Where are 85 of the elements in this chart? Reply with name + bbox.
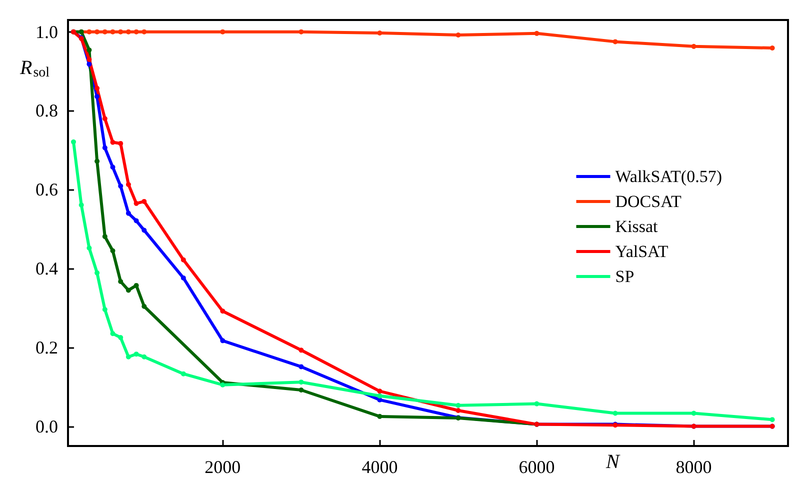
point [534, 401, 540, 406]
point [298, 348, 304, 353]
point [86, 29, 92, 34]
x-tick-label: 6000 [518, 457, 555, 477]
point [456, 402, 461, 408]
point [220, 308, 226, 314]
y-tick-label: 0.8 [36, 100, 58, 121]
point [142, 228, 147, 233]
point [126, 182, 131, 187]
point [142, 304, 147, 309]
y-tick-label: 0.4 [36, 258, 58, 278]
legend-label: SP [615, 267, 634, 286]
point [118, 279, 124, 284]
point [134, 200, 139, 206]
point [94, 94, 100, 100]
point [78, 202, 84, 208]
point [180, 371, 186, 376]
legend-label: YalSAT [615, 242, 669, 261]
point [94, 270, 100, 276]
point [770, 46, 775, 51]
point [94, 29, 100, 34]
point [298, 364, 304, 370]
point [126, 210, 131, 216]
point [220, 382, 226, 388]
point [126, 354, 131, 360]
point [102, 145, 108, 150]
x-tick-label: 8000 [676, 457, 712, 477]
y-tick-label: 0.0 [36, 416, 58, 436]
y-tick-label: 0.6 [36, 180, 58, 200]
point [110, 140, 116, 145]
point [298, 380, 304, 385]
point [118, 335, 124, 340]
point [71, 139, 76, 144]
point [612, 410, 618, 416]
point [102, 116, 108, 122]
point [456, 32, 461, 38]
point [134, 29, 139, 34]
point [180, 257, 186, 262]
point [110, 164, 116, 170]
point [118, 184, 124, 189]
point [220, 29, 226, 34]
point [118, 29, 124, 34]
legend-label: Kissat [615, 217, 658, 236]
legend-label: WalkSAT(0.57) [615, 167, 722, 186]
point [134, 282, 139, 288]
point [298, 29, 304, 34]
point [126, 288, 131, 293]
point [142, 198, 147, 204]
point [298, 387, 304, 392]
legend-label: DOCSAT [615, 192, 682, 211]
point [377, 388, 382, 394]
point [94, 158, 100, 164]
point [770, 417, 775, 422]
x-tick-label: 4000 [362, 457, 398, 477]
point [110, 331, 116, 336]
point [377, 30, 382, 36]
point [102, 234, 108, 240]
point [691, 410, 696, 416]
point [612, 39, 618, 44]
point [134, 218, 139, 224]
point [86, 62, 92, 67]
y-tick-label: 1.0 [36, 22, 58, 42]
point [102, 307, 108, 312]
point [142, 354, 147, 360]
point [86, 245, 92, 250]
point [86, 47, 92, 52]
point [456, 408, 461, 413]
point [377, 393, 382, 398]
point [534, 30, 540, 36]
point [691, 44, 696, 49]
y-tick-label: 0.2 [36, 337, 58, 358]
point [94, 86, 100, 91]
x-axis-title: N [605, 451, 621, 473]
point [180, 275, 186, 280]
point [377, 414, 382, 419]
point [86, 56, 92, 62]
point [118, 140, 124, 146]
point [142, 29, 147, 34]
point [134, 352, 139, 357]
point [220, 338, 226, 344]
point [110, 29, 116, 34]
point [110, 248, 116, 254]
x-tick-label: 2000 [204, 457, 241, 477]
point [126, 29, 131, 34]
point [102, 29, 108, 34]
